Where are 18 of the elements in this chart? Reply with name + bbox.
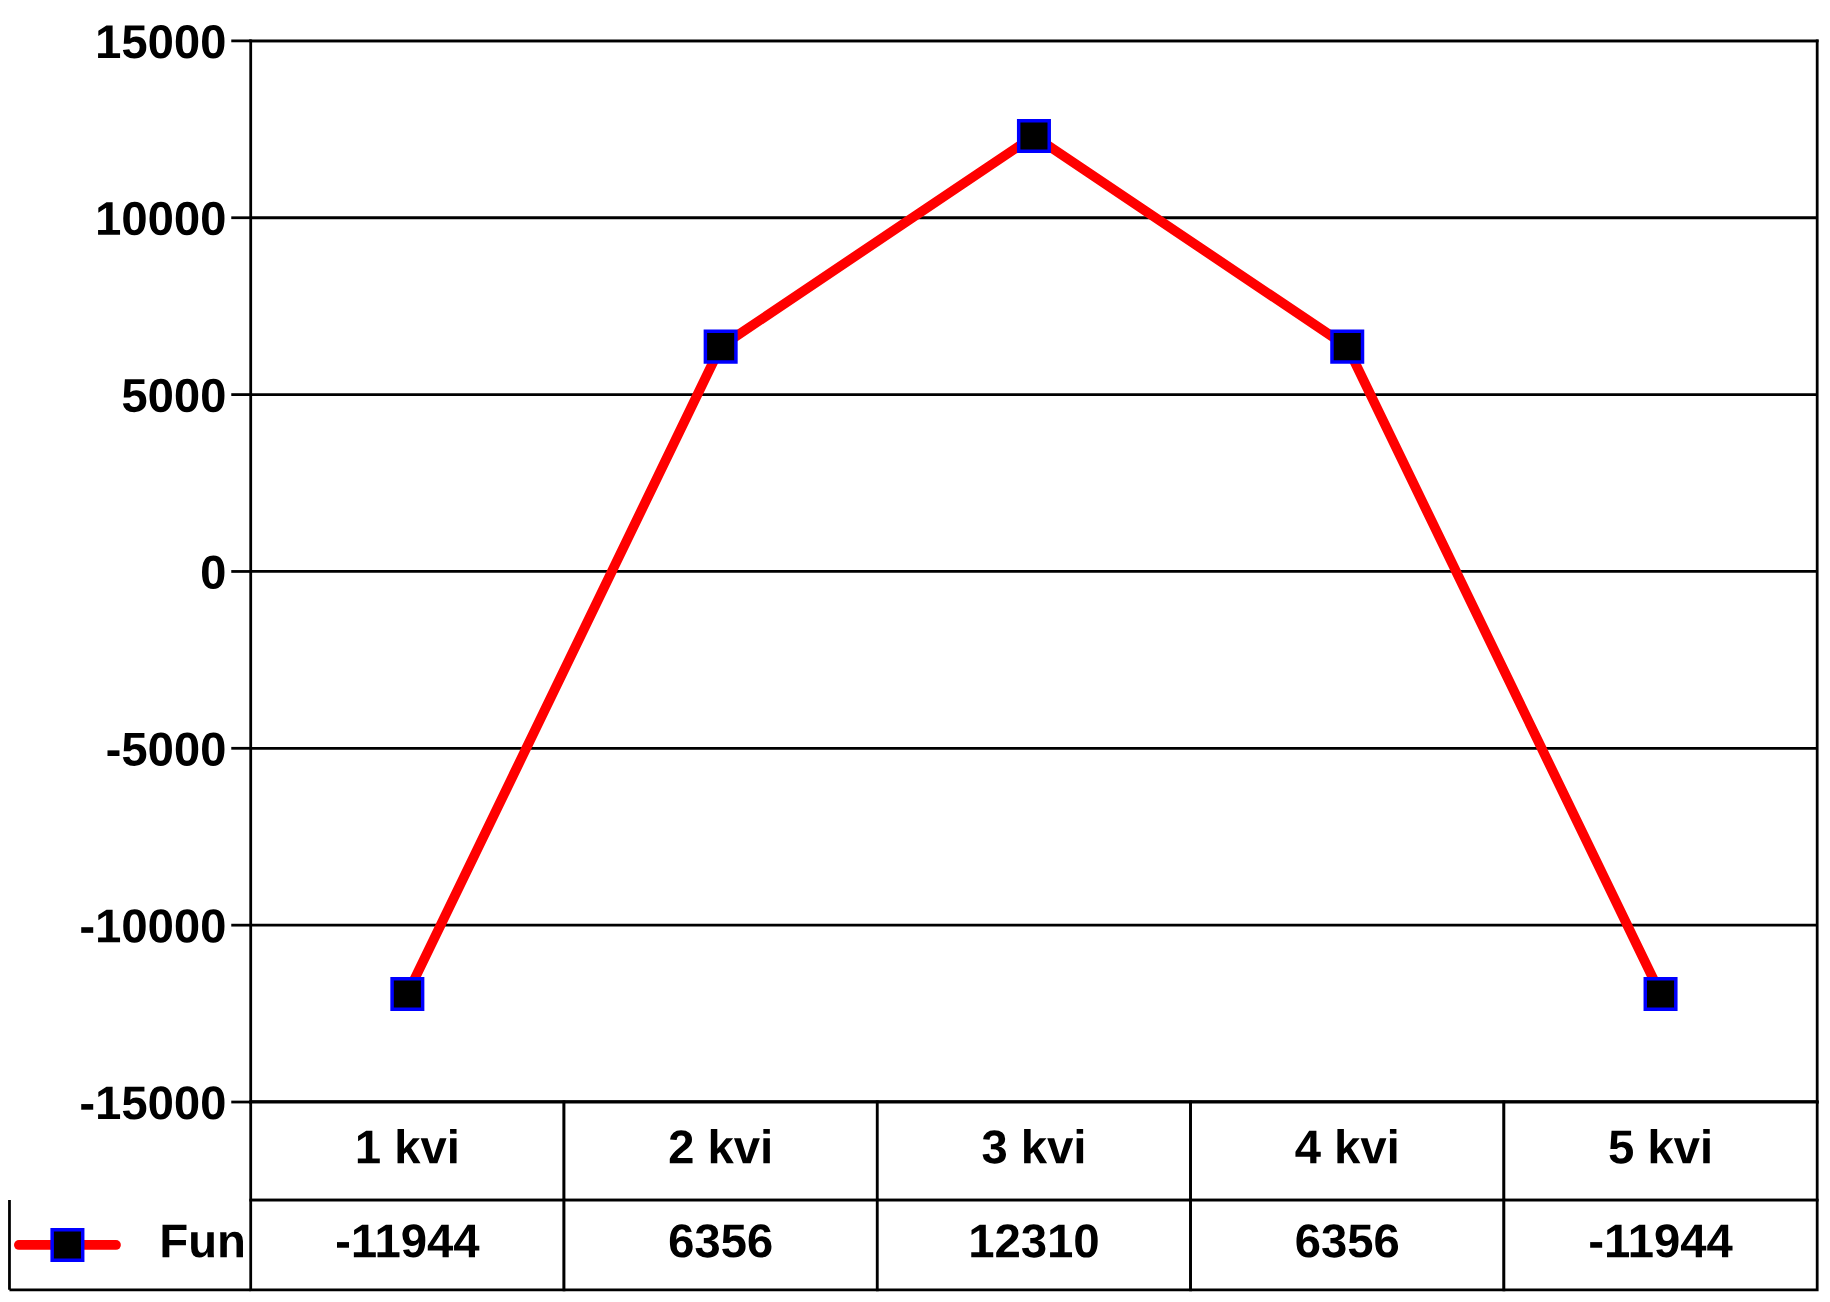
- x-tick-label: 5 kvi: [1609, 1129, 1710, 1164]
- y-tick-label: -15000: [81, 1086, 225, 1120]
- y-tick-label: 5000: [122, 378, 225, 413]
- y-tick-label: 15000: [98, 25, 225, 59]
- data-label: 6356: [1296, 1224, 1399, 1258]
- legend-label: Fun: [162, 1224, 243, 1258]
- y-tick-label: -5000: [107, 732, 225, 766]
- y-tick-label: 10000: [98, 201, 225, 236]
- x-tick-label: 2 kvi: [669, 1129, 770, 1164]
- y-tick-label: -10000: [81, 909, 225, 943]
- y-tick-label: 0: [202, 555, 225, 590]
- data-label: -11944: [336, 1224, 480, 1258]
- data-label: 6356: [669, 1224, 772, 1258]
- x-tick-label: 1 kvi: [357, 1129, 457, 1164]
- x-tick-label: 4 kvi: [1295, 1129, 1397, 1164]
- x-tick-label: 3 kvi: [982, 1129, 1084, 1164]
- data-label: -11944: [1590, 1224, 1733, 1258]
- data-label: 12310: [971, 1224, 1098, 1258]
